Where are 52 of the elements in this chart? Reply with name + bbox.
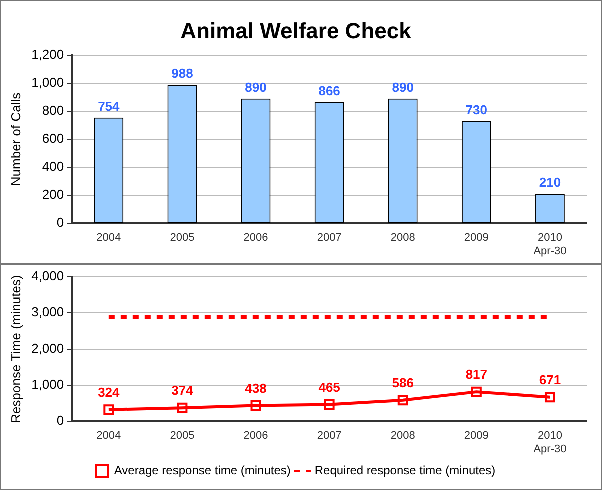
x-tick-label: 2009 [464, 232, 489, 244]
y-tick-label: 1,200 [32, 46, 64, 62]
x-tick-label: 2010 Apr-30 [534, 430, 567, 456]
point [104, 404, 114, 416]
x-tick-label: 2007 [317, 430, 342, 442]
y-tick-label: 2,000 [32, 340, 64, 356]
y-tick-label: 0 [56, 413, 64, 428]
data-label: 210 [539, 175, 562, 190]
y-tick-label: 600 [42, 131, 64, 146]
x-tick-label: 2006 [244, 232, 268, 244]
data-label: 817 [466, 367, 488, 382]
data-label: 890 [245, 80, 267, 95]
data-label: 730 [466, 102, 488, 118]
y-tick-label: 1,000 [32, 377, 64, 392]
point [544, 392, 556, 403]
data-label: 324 [98, 384, 121, 400]
data-label: 988 [172, 66, 194, 82]
legend-label: Average response time (minutes) [114, 463, 291, 478]
data-label: 465 [318, 380, 340, 395]
point [471, 386, 482, 398]
data-label: 374 [172, 383, 194, 398]
point [177, 402, 188, 414]
legend-label: Required response time (minutes) [314, 463, 496, 478]
data-label: 586 [392, 375, 414, 390]
data-label: 890 [392, 80, 414, 95]
y-tick-label: 3,000 [32, 304, 64, 320]
point [250, 400, 262, 412]
chart-title: Animal Welfare Check [180, 18, 412, 44]
y-tick-label: 200 [42, 187, 64, 202]
y-axis-title: Number of Calls [8, 92, 24, 186]
x-tick-label: 2008 [390, 430, 416, 442]
y-tick-label: 0 [56, 215, 64, 230]
x-tick-label: 2008 [390, 232, 416, 244]
y-tick-label: 1,000 [32, 75, 64, 90]
data-label: 866 [318, 83, 340, 98]
x-tick-label: 2004 [96, 232, 122, 244]
x-tick-label: 2007 [317, 232, 342, 244]
data-label: 438 [245, 380, 267, 396]
y-axis-title: Response Time (minutes) [8, 275, 24, 424]
point [398, 395, 408, 406]
point [324, 400, 335, 410]
x-tick-label: 2005 [170, 430, 195, 442]
x-tick-label: 2006 [244, 430, 268, 442]
y-tick-label: 4,000 [32, 268, 64, 284]
data-label: 754 [98, 98, 121, 114]
x-tick-label: 2004 [96, 430, 122, 442]
data-label: 671 [539, 372, 562, 388]
y-tick-label: 400 [42, 159, 64, 174]
y-tick-label: 800 [42, 103, 64, 118]
x-tick-label: 2009 [464, 430, 489, 442]
x-tick-label: 2010 Apr-30 [534, 232, 567, 258]
x-tick-label: 2005 [170, 232, 195, 244]
